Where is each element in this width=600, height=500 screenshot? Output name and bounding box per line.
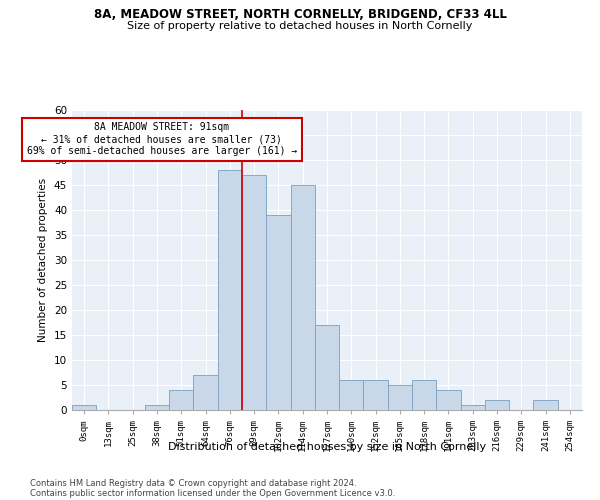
Y-axis label: Number of detached properties: Number of detached properties [38, 178, 49, 342]
Text: Distribution of detached houses by size in North Cornelly: Distribution of detached houses by size … [168, 442, 486, 452]
Bar [169, 390, 193, 410]
Bar [485, 400, 509, 410]
Bar [339, 380, 364, 410]
Bar [218, 170, 242, 410]
Text: Size of property relative to detached houses in North Cornelly: Size of property relative to detached ho… [127, 21, 473, 31]
Bar [193, 375, 218, 410]
Text: 8A, MEADOW STREET, NORTH CORNELLY, BRIDGEND, CF33 4LL: 8A, MEADOW STREET, NORTH CORNELLY, BRIDG… [94, 8, 506, 20]
Bar [533, 400, 558, 410]
Text: 8A MEADOW STREET: 91sqm
← 31% of detached houses are smaller (73)
69% of semi-de: 8A MEADOW STREET: 91sqm ← 31% of detache… [27, 122, 297, 156]
Bar [145, 405, 169, 410]
Bar [364, 380, 388, 410]
Bar [290, 185, 315, 410]
Bar [72, 405, 96, 410]
Bar [436, 390, 461, 410]
Bar [388, 385, 412, 410]
Bar [242, 175, 266, 410]
Bar [266, 215, 290, 410]
Text: Contains public sector information licensed under the Open Government Licence v3: Contains public sector information licen… [30, 488, 395, 498]
Bar [412, 380, 436, 410]
Text: Contains HM Land Registry data © Crown copyright and database right 2024.: Contains HM Land Registry data © Crown c… [30, 478, 356, 488]
Bar [315, 325, 339, 410]
Bar [461, 405, 485, 410]
